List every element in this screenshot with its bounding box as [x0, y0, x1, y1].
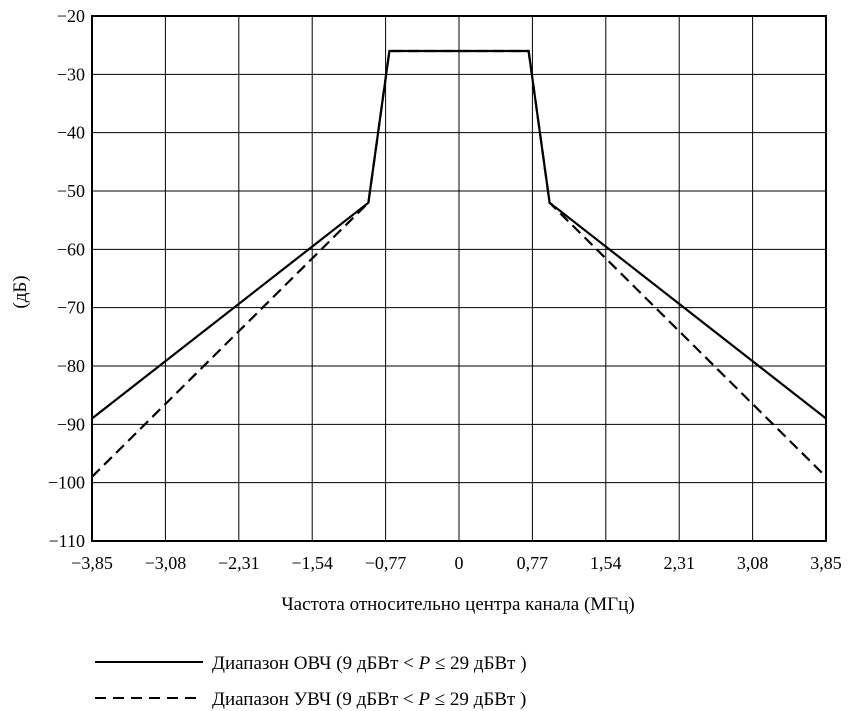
grid: [91, 15, 827, 542]
legend-label-vhf: Диапазон ОВЧ (9 дБВт < P ≤ 29 дБВт ): [212, 653, 527, 674]
y-tick-label: −90: [57, 414, 85, 434]
x-tick-label: 0,77: [517, 553, 549, 573]
y-tick-label: −50: [57, 181, 85, 201]
legend-vhf-var: P: [418, 653, 431, 674]
y-tick-labels: −20 −30 −40 −50 −60 −70 −80 −90 −100 −110: [48, 6, 85, 551]
legend: Диапазон ОВЧ (9 дБВт < P ≤ 29 дБВт ) Диа…: [95, 653, 527, 710]
x-tick-label: 3,85: [810, 553, 842, 573]
y-tick-label: −100: [48, 473, 85, 493]
legend-uhf-prefix: Диапазон УВЧ (9 дБВт <: [212, 689, 418, 710]
y-tick-label: −110: [49, 531, 85, 551]
x-tick-label: 0: [455, 553, 464, 573]
legend-uhf-suffix: ≤ 29 дБВт ): [430, 689, 526, 710]
x-tick-label: −1,54: [291, 553, 333, 573]
legend-vhf-suffix: ≤ 29 дБВт ): [430, 653, 526, 674]
y-tick-label: −70: [57, 298, 85, 318]
x-axis-label: Частота относительно центра канала (МГц): [281, 594, 634, 615]
x-tick-labels: −3,85 −3,08 −2,31 −1,54 −0,77 0 0,77 1,54 2,31 3,…: [71, 553, 842, 573]
x-tick-label: −3,08: [145, 553, 187, 573]
x-tick-label: 2,31: [663, 553, 695, 573]
series-line-uhf: [91, 49, 827, 478]
series-lines: [91, 49, 827, 478]
y-tick-label: −80: [57, 356, 85, 376]
x-tick-label: 3,08: [737, 553, 769, 573]
plot-area-frame: [91, 15, 827, 542]
y-tick-label: −30: [57, 64, 85, 84]
y-tick-label: −40: [57, 123, 85, 143]
x-tick-label: −3,85: [71, 553, 113, 573]
legend-uhf-var: P: [417, 689, 430, 710]
x-tick-label: −0,77: [365, 553, 407, 573]
x-tick-label: 1,54: [590, 553, 622, 573]
y-tick-label: −20: [57, 6, 85, 26]
legend-label-uhf: Диапазон УВЧ (9 дБВт < P ≤ 29 дБВт ): [212, 689, 526, 710]
legend-vhf-prefix: Диапазон ОВЧ (9 дБВт <: [212, 653, 419, 674]
x-tick-label: −2,31: [218, 553, 260, 573]
y-axis-label: (дБ): [10, 275, 31, 308]
y-tick-label: −60: [57, 239, 85, 259]
